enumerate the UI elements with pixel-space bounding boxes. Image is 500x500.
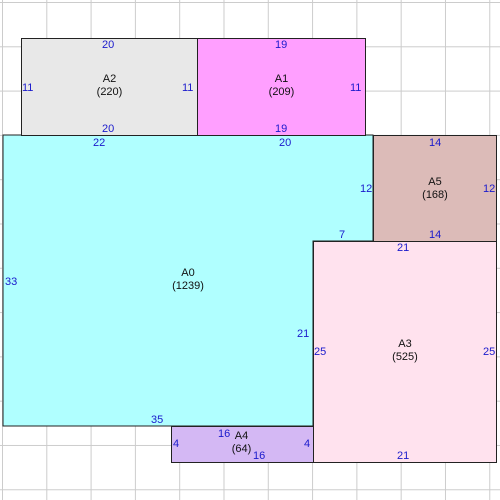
dim-A3-right: 25 [483, 346, 496, 358]
dim-A4-bottom: 16 [253, 450, 266, 462]
room-A1-name: A1 [274, 73, 289, 85]
dim-A4-left: 4 [173, 438, 180, 450]
room-A0-name: A0 [181, 267, 195, 279]
dim-A2-right: 11 [182, 82, 194, 94]
room-A2-name: A2 [102, 73, 117, 85]
room-A3-name: A3 [398, 338, 412, 350]
dim-A5-bottom: 14 [429, 229, 442, 241]
room-A4-name: A4 [234, 430, 249, 442]
dim-A5-top: 14 [429, 137, 442, 149]
room-A0-area: (1239) [172, 280, 204, 292]
room-A5-area: (168) [422, 189, 448, 201]
dim-A0-right-upper: 12 [360, 183, 373, 195]
dim-A2-top: 20 [102, 39, 115, 51]
dim-A0-right-lower: 21 [297, 328, 310, 340]
dim-A2-left: 11 [22, 82, 34, 94]
room-A3-area: (525) [392, 351, 418, 363]
dim-A3-left: 25 [314, 346, 327, 358]
room-A5: A5 (168) [373, 135, 497, 242]
dim-A0-top-left: 22 [93, 137, 106, 149]
room-A2: A2 (220) [21, 38, 198, 136]
room-A2-area: (220) [96, 86, 123, 98]
dim-A1-bottom: 19 [275, 123, 288, 135]
dim-A4-top: 16 [218, 428, 231, 440]
dim-A5-right: 12 [483, 183, 496, 195]
dim-A1-top: 19 [275, 39, 288, 51]
dim-A3-top: 21 [397, 242, 410, 254]
dim-A0-left: 33 [5, 276, 18, 288]
room-A1: A1 (209) [197, 38, 366, 136]
room-A1-area: (209) [268, 86, 295, 98]
room-A4: A4 (64) [171, 426, 314, 463]
dim-A4-right: 4 [304, 438, 311, 450]
dim-A1-right: 11 [350, 82, 362, 94]
room-A4-area: (64) [231, 443, 252, 455]
room-A0-label: A0 (1239) [138, 267, 238, 293]
dim-A3-bottom: 21 [397, 450, 410, 462]
room-A5-name: A5 [428, 176, 442, 188]
dim-A2-bottom: 20 [102, 123, 115, 135]
dim-A0-bottom: 35 [151, 414, 164, 426]
dim-A0-top-right: 20 [279, 137, 292, 149]
dim-A0-step: 7 [339, 229, 346, 241]
room-A3: A3 (525) [313, 241, 497, 463]
